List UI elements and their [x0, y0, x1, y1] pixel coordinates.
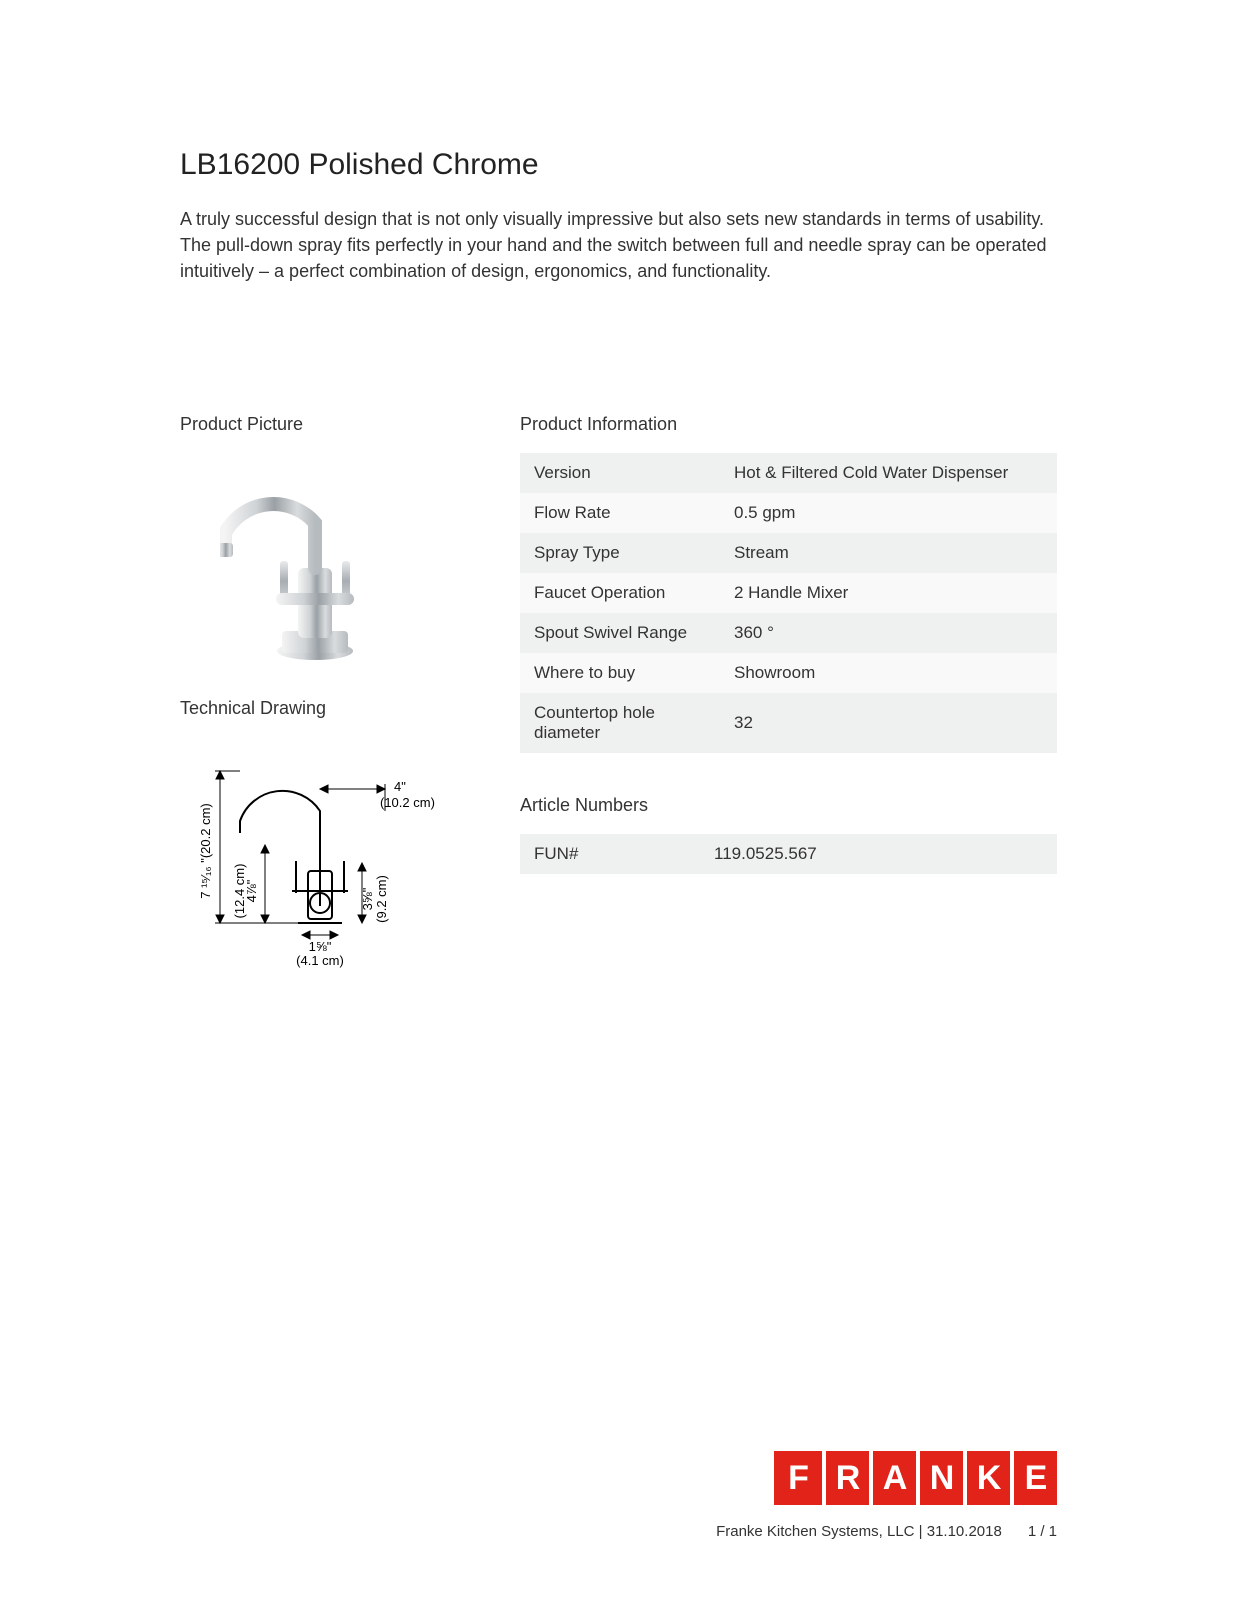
info-key: Where to buy	[520, 653, 720, 693]
logo-letter: K	[967, 1451, 1010, 1505]
svg-text:3⅝": 3⅝"	[360, 888, 375, 911]
logo-letter: A	[873, 1451, 916, 1505]
technical-drawing: 7 ¹⁵⁄₁₆ "(20.2 cm) 4⅞" (12.4 cm)	[180, 737, 470, 976]
svg-text:(10.2 cm): (10.2 cm)	[380, 795, 435, 810]
info-value: Hot & Filtered Cold Water Dispenser	[720, 453, 1057, 493]
technical-drawing-heading: Technical Drawing	[180, 698, 470, 719]
article-value: 119.0525.567	[700, 834, 1057, 874]
page-title: LB16200 Polished Chrome	[180, 148, 1057, 182]
svg-text:(4.1 cm): (4.1 cm)	[296, 953, 344, 968]
svg-text:7 ¹⁵⁄₁₆ "(20.2 cm): 7 ¹⁵⁄₁₆ "(20.2 cm)	[198, 804, 213, 900]
info-value: Showroom	[720, 653, 1057, 693]
table-row: VersionHot & Filtered Cold Water Dispens…	[520, 453, 1057, 493]
product-picture-heading: Product Picture	[180, 414, 470, 435]
svg-text:4": 4"	[394, 779, 406, 794]
info-key: Flow Rate	[520, 493, 720, 533]
product-info-table: VersionHot & Filtered Cold Water Dispens…	[520, 453, 1057, 753]
table-row: Countertop hole diameter32	[520, 693, 1057, 753]
footer-line: Franke Kitchen Systems, LLC | 31.10.2018…	[180, 1523, 1057, 1540]
svg-text:1⅝": 1⅝"	[309, 939, 332, 954]
product-info-heading: Product Information	[520, 414, 1057, 435]
info-key: Version	[520, 453, 720, 493]
info-key: Spray Type	[520, 533, 720, 573]
article-key: FUN#	[520, 834, 700, 874]
table-row: Spout Swivel Range360 °	[520, 613, 1057, 653]
logo-letter: R	[826, 1451, 869, 1505]
table-row: Faucet Operation2 Handle Mixer	[520, 573, 1057, 613]
logo-letter: N	[920, 1451, 963, 1505]
info-value: 0.5 gpm	[720, 493, 1057, 533]
article-numbers-heading: Article Numbers	[520, 795, 1057, 816]
logo-letter: F	[774, 1451, 822, 1505]
svg-text:(12.4 cm): (12.4 cm)	[232, 864, 247, 919]
info-value: Stream	[720, 533, 1057, 573]
table-row: Spray TypeStream	[520, 533, 1057, 573]
info-key: Faucet Operation	[520, 573, 720, 613]
product-picture	[180, 453, 470, 668]
brand-logo: FRANKE	[180, 1451, 1057, 1505]
info-key: Countertop hole diameter	[520, 693, 720, 753]
table-row: Where to buyShowroom	[520, 653, 1057, 693]
logo-letter: E	[1014, 1451, 1057, 1505]
info-value: 2 Handle Mixer	[720, 573, 1057, 613]
svg-text:(9.2 cm): (9.2 cm)	[374, 875, 389, 923]
info-value: 360 °	[720, 613, 1057, 653]
product-description: A truly successful design that is not on…	[180, 206, 1057, 284]
table-row: Flow Rate0.5 gpm	[520, 493, 1057, 533]
info-value: 32	[720, 693, 1057, 753]
info-key: Spout Swivel Range	[520, 613, 720, 653]
table-row: FUN#119.0525.567	[520, 834, 1057, 874]
article-numbers-table: FUN#119.0525.567	[520, 834, 1057, 874]
